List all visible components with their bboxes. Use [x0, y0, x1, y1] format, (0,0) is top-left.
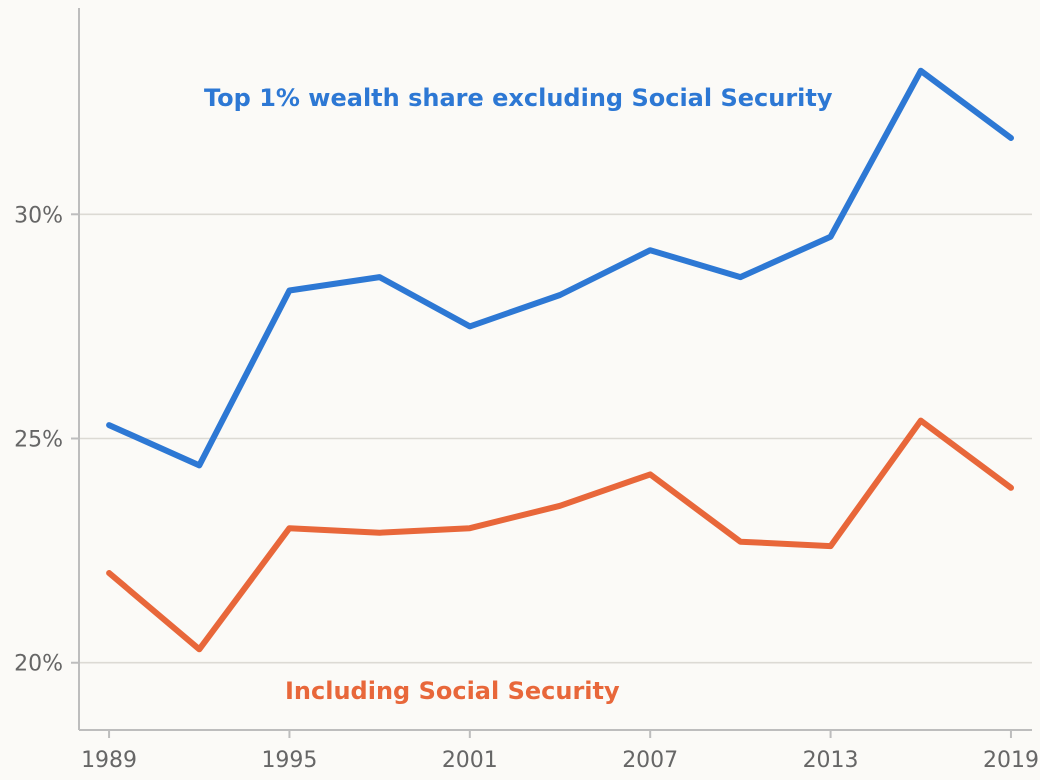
series-label-including-ss: Including Social Security [285, 677, 620, 705]
x-tick-label: 2001 [442, 748, 498, 773]
x-axis-ticks: 1989 1995 2001 2007 2013 2019 [81, 730, 1039, 773]
x-tick-label: 1989 [81, 748, 137, 773]
series-line-including-ss [106, 417, 1014, 653]
y-tick-label: 20% [14, 652, 63, 677]
series-label-excluding-ss: Top 1% wealth share excluding Social Sec… [204, 84, 833, 112]
y-tick-label: 25% [14, 428, 63, 453]
series-line-excluding-ss [106, 67, 1014, 469]
x-tick-label: 2019 [983, 748, 1039, 773]
y-tick-label: 30% [14, 203, 63, 228]
y-axis-ticks: 20% 25% 30% [14, 203, 79, 677]
x-tick-label: 2007 [622, 748, 678, 773]
x-tick-label: 1995 [261, 748, 317, 773]
x-tick-label: 2013 [803, 748, 859, 773]
gridlines [79, 213, 1032, 664]
series-lines [106, 67, 1014, 653]
